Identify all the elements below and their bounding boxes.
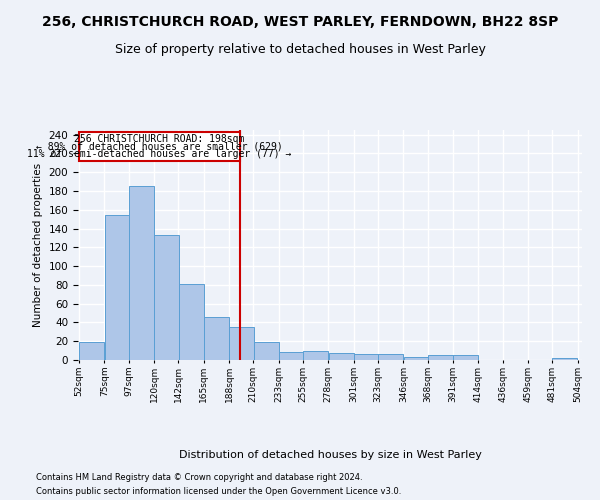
- Text: Contains public sector information licensed under the Open Government Licence v3: Contains public sector information licen…: [36, 488, 401, 496]
- Text: 256, CHRISTCHURCH ROAD, WEST PARLEY, FERNDOWN, BH22 8SP: 256, CHRISTCHURCH ROAD, WEST PARLEY, FER…: [42, 15, 558, 29]
- Bar: [154, 235, 179, 360]
- Bar: [303, 350, 328, 360]
- Bar: [428, 356, 453, 360]
- Bar: [329, 354, 353, 360]
- Bar: [254, 342, 278, 360]
- Bar: [179, 284, 203, 360]
- Bar: [129, 186, 154, 360]
- Bar: [229, 327, 254, 360]
- Text: 11% of semi-detached houses are larger (77) →: 11% of semi-detached houses are larger (…: [28, 149, 292, 159]
- Bar: [79, 342, 104, 360]
- Y-axis label: Number of detached properties: Number of detached properties: [33, 163, 43, 327]
- Bar: [79, 132, 240, 161]
- Bar: [378, 354, 403, 360]
- Text: Contains HM Land Registry data © Crown copyright and database right 2024.: Contains HM Land Registry data © Crown c…: [36, 472, 362, 482]
- Bar: [279, 352, 304, 360]
- Bar: [354, 354, 379, 360]
- Text: Size of property relative to detached houses in West Parley: Size of property relative to detached ho…: [115, 42, 485, 56]
- Bar: [404, 357, 428, 360]
- Text: ← 89% of detached houses are smaller (629): ← 89% of detached houses are smaller (62…: [36, 142, 283, 152]
- Bar: [453, 356, 478, 360]
- Bar: [204, 317, 229, 360]
- Text: Distribution of detached houses by size in West Parley: Distribution of detached houses by size …: [179, 450, 481, 460]
- Bar: [104, 216, 130, 360]
- Text: 256 CHRISTCHURCH ROAD: 198sqm: 256 CHRISTCHURCH ROAD: 198sqm: [74, 134, 245, 144]
- Bar: [553, 358, 577, 360]
